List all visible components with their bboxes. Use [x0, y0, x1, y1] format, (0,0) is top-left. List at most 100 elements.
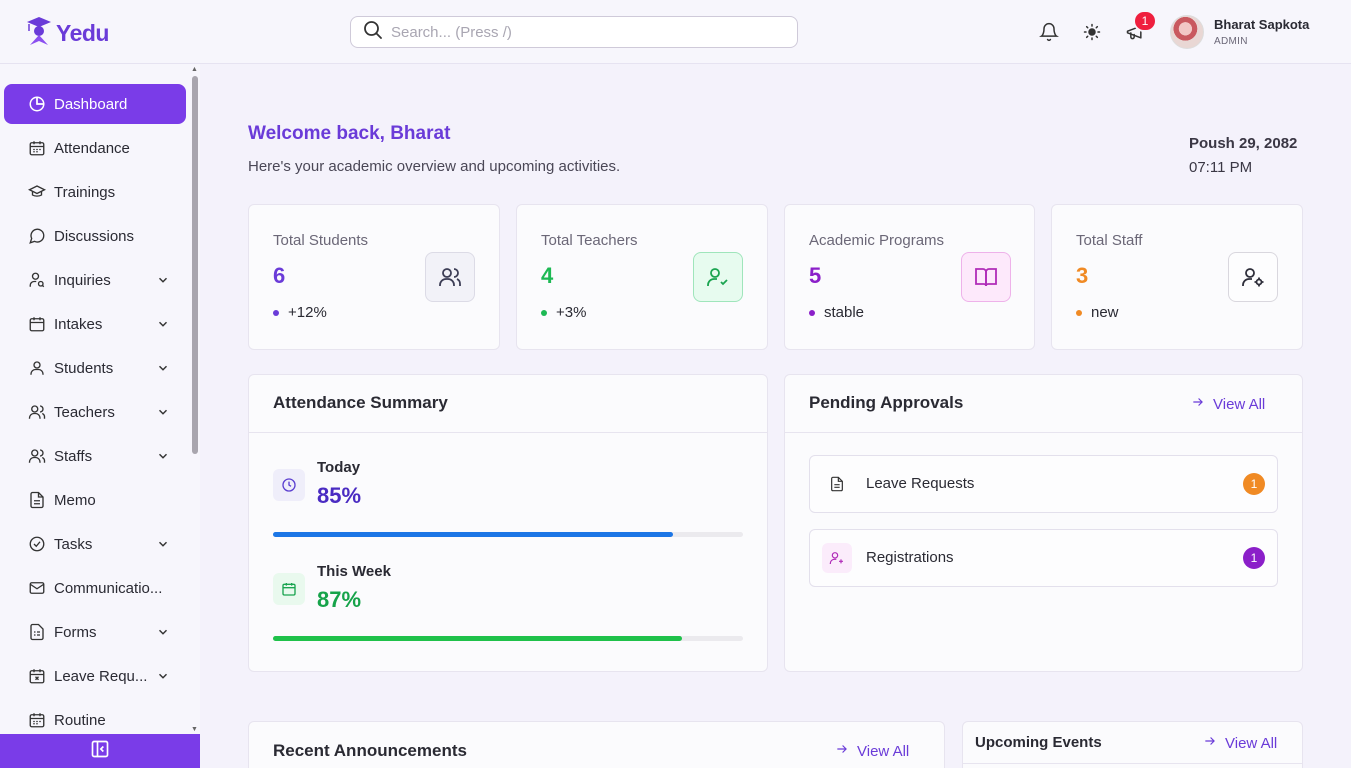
graduation-logo-icon [26, 15, 52, 52]
sidebar: Dashboard Attendance Trainings Discussio… [0, 64, 200, 768]
sidebar-item-routine[interactable]: Routine [4, 700, 186, 740]
divider [963, 763, 1302, 764]
bell-icon[interactable] [1037, 20, 1061, 44]
stat-trend: +3% [541, 304, 586, 321]
sidebar-item-staffs[interactable]: Staffs [4, 436, 186, 476]
stat-card-programs: Academic Programs 5 stable [784, 204, 1035, 350]
sidebar-item-tasks[interactable]: Tasks [4, 524, 186, 564]
search-input[interactable] [391, 23, 771, 41]
user-icon [28, 359, 46, 377]
chevron-down-icon [158, 629, 168, 635]
sidebar-item-label: Forms [54, 623, 97, 641]
sidebar-item-leave-requests[interactable]: Leave Requ... [4, 656, 186, 696]
search-icon [363, 20, 383, 45]
user-role: ADMIN [1214, 36, 1248, 47]
card-title: Pending Approvals [809, 393, 964, 412]
sidebar-item-label: Dashboard [54, 95, 128, 113]
mail-icon [28, 579, 46, 597]
stat-card-staff: Total Staff 3 new [1051, 204, 1303, 350]
sidebar-item-label: Inquiries [54, 271, 111, 289]
scroll-down-arrow[interactable]: ▼ [191, 726, 198, 733]
sidebar-item-memo[interactable]: Memo [4, 480, 186, 520]
approval-item-leave-requests[interactable]: Leave Requests 1 [809, 455, 1278, 513]
approval-label: Registrations [866, 549, 954, 566]
arrow-right-icon [1203, 734, 1217, 752]
sidebar-item-label: Discussions [54, 227, 135, 245]
chevron-down-icon [158, 453, 168, 459]
stat-value: 3 [1076, 263, 1089, 288]
sidebar-item-communication[interactable]: Communicatio... [4, 568, 186, 608]
attendance-week-progress [273, 636, 743, 641]
search-bar[interactable] [350, 16, 798, 48]
chevron-down-icon [158, 541, 168, 547]
notification-badge: 1 [1133, 10, 1157, 32]
calendar-icon [28, 315, 46, 333]
sidebar-item-students[interactable]: Students [4, 348, 186, 388]
file-text-icon [822, 469, 852, 499]
sidebar-item-label: Tasks [54, 535, 93, 553]
view-all-events-link[interactable]: View All [1203, 734, 1277, 752]
divider [249, 432, 767, 433]
user-plus-icon [822, 543, 852, 573]
users-icon [425, 252, 475, 302]
sidebar-item-discussions[interactable]: Discussions [4, 216, 186, 256]
chevron-down-icon [158, 277, 168, 283]
sidebar-item-label: Trainings [54, 183, 116, 201]
current-date: Poush 29, 2082 [1189, 135, 1298, 152]
card-title: Attendance Summary [273, 393, 448, 412]
sidebar-collapse-icon [90, 739, 110, 764]
user-name[interactable]: Bharat Sapkota [1214, 17, 1310, 32]
sidebar-item-label: Memo [54, 491, 96, 509]
stat-trend: new [1076, 304, 1119, 321]
chevron-down-icon [158, 673, 168, 679]
app-name: Yedu [56, 20, 109, 46]
sidebar-item-attendance[interactable]: Attendance [4, 128, 186, 168]
book-open-icon [961, 252, 1011, 302]
stat-card-teachers: Total Teachers 4 +3% [516, 204, 768, 350]
users-icon [28, 403, 46, 421]
sidebar-item-inquiries[interactable]: Inquiries [4, 260, 186, 300]
sidebar-item-forms[interactable]: Forms [4, 612, 186, 652]
sidebar-item-label: Teachers [54, 403, 115, 421]
calendar-grid-icon [28, 711, 46, 729]
stat-trend: +12% [273, 304, 327, 321]
card-title: Recent Announcements [273, 741, 467, 760]
stat-label: Academic Programs [809, 232, 945, 249]
sidebar-item-label: Students [54, 359, 114, 377]
arrow-right-icon [1191, 395, 1205, 413]
sidebar-item-label: Intakes [54, 315, 103, 333]
count-badge: 1 [1243, 547, 1265, 569]
card-title: Upcoming Events [975, 734, 1102, 751]
sidebar-item-dashboard[interactable]: Dashboard [4, 84, 186, 124]
sidebar-item-teachers[interactable]: Teachers [4, 392, 186, 432]
calendar-icon [28, 139, 46, 157]
approval-label: Leave Requests [866, 475, 975, 492]
sidebar-item-label: Communicatio... [54, 579, 163, 597]
view-all-approvals-link[interactable]: View All [1191, 395, 1265, 413]
user-check-icon [693, 252, 743, 302]
current-time: 07:11 PM [1189, 159, 1253, 176]
users-icon [28, 447, 46, 465]
sun-icon[interactable] [1080, 20, 1104, 44]
welcome-title: Welcome back, Bharat [248, 123, 451, 144]
stat-value: 4 [541, 263, 554, 288]
sidebar-item-intakes[interactable]: Intakes [4, 304, 186, 344]
sidebar-item-trainings[interactable]: Trainings [4, 172, 186, 212]
attendance-week-label: This Week [317, 563, 391, 580]
approval-item-registrations[interactable]: Registrations 1 [809, 529, 1278, 587]
check-circle-icon [28, 535, 46, 553]
sidebar-scrollbar[interactable] [192, 76, 198, 454]
pie-chart-icon [28, 95, 46, 113]
scroll-up-arrow[interactable]: ▲ [191, 66, 198, 73]
clock-icon [273, 469, 305, 501]
view-all-announcements-link[interactable]: View All [835, 742, 909, 760]
avatar[interactable] [1170, 15, 1204, 49]
app-logo[interactable]: Yedu [26, 15, 109, 52]
sidebar-item-label: Routine [54, 711, 106, 729]
user-search-icon [28, 271, 46, 289]
attendance-summary-card: Attendance Summary Today 85% This Week 8… [248, 374, 768, 672]
file-text-icon [28, 491, 46, 509]
divider [785, 432, 1302, 433]
chevron-down-icon [158, 409, 168, 415]
collapse-sidebar-button[interactable] [0, 734, 200, 768]
